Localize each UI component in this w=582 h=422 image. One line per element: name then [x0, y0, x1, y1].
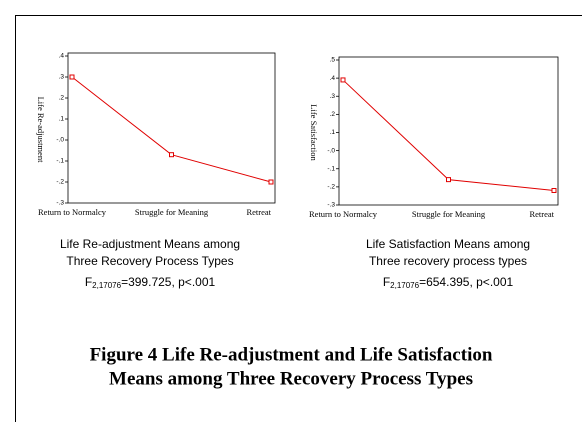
plot-frame — [67, 52, 276, 204]
y-tick-label: -.1 — [56, 158, 64, 165]
statistic-symbol: F — [85, 275, 92, 289]
x-tick-label: Retreat — [529, 209, 554, 219]
figure-title: Figure 4 Life Re-adjustment and Life Sat… — [90, 344, 493, 365]
y-tick-label: -.2 — [56, 179, 64, 186]
y-tick-label: .3 — [330, 93, 336, 100]
y-tick-label: -.3 — [327, 202, 335, 209]
y-axis-label: Life Re-adjustment — [36, 97, 46, 163]
data-point — [340, 77, 346, 83]
statistic: F2,17076=399.725, p<.001 — [85, 275, 216, 290]
data-point — [551, 188, 557, 193]
y-tick-label: .1 — [330, 129, 336, 136]
y-tick-label: .5 — [330, 57, 336, 64]
y-tick-label: .4 — [330, 75, 336, 82]
y-tick-label: .4 — [59, 53, 65, 60]
x-tick-label: Retreat — [246, 207, 271, 217]
y-tick-label: .2 — [59, 95, 65, 102]
data-point — [169, 152, 174, 158]
y-tick-label: -.2 — [327, 184, 335, 191]
y-tick-label: -.1 — [327, 165, 335, 172]
data-point — [446, 177, 451, 183]
data-point — [69, 74, 75, 80]
x-tick-label: Return to Normalcy — [309, 209, 378, 219]
statistic: F2,17076=654.395, p<.001 — [383, 275, 514, 290]
chart-caption: Life Satisfaction Means among — [366, 237, 530, 251]
statistic-symbol: F — [383, 275, 390, 289]
x-tick-label: Return to Normalcy — [38, 207, 107, 217]
statistic-text: =399.725, p<.001 — [121, 275, 215, 289]
statistic-subscript: 2,17076 — [390, 281, 419, 290]
data-point — [268, 179, 274, 185]
chart-caption: Three recovery process types — [369, 254, 527, 268]
statistic-subscript: 2,17076 — [92, 281, 121, 290]
y-tick-label: .2 — [330, 111, 336, 118]
y-tick-label: .1 — [59, 116, 65, 123]
series-line — [342, 79, 555, 191]
figure-title: Means among Three Recovery Process Types — [109, 368, 473, 389]
x-tick-label: Struggle for Meaning — [135, 207, 209, 217]
plot-frame — [338, 56, 559, 206]
x-tick-label: Struggle for Meaning — [412, 209, 486, 219]
y-tick-label: -.0 — [327, 147, 335, 154]
y-tick-label: .3 — [59, 74, 65, 81]
chart-caption: Life Re-adjustment Means among — [60, 237, 240, 251]
series-line — [71, 76, 272, 183]
y-tick-label: -.3 — [56, 200, 64, 207]
chart-caption: Three Recovery Process Types — [66, 254, 233, 268]
y-axis-label: Life Satisfaction — [309, 104, 319, 161]
statistic-text: =654.395, p<.001 — [419, 275, 513, 289]
y-tick-label: -.0 — [56, 137, 64, 144]
